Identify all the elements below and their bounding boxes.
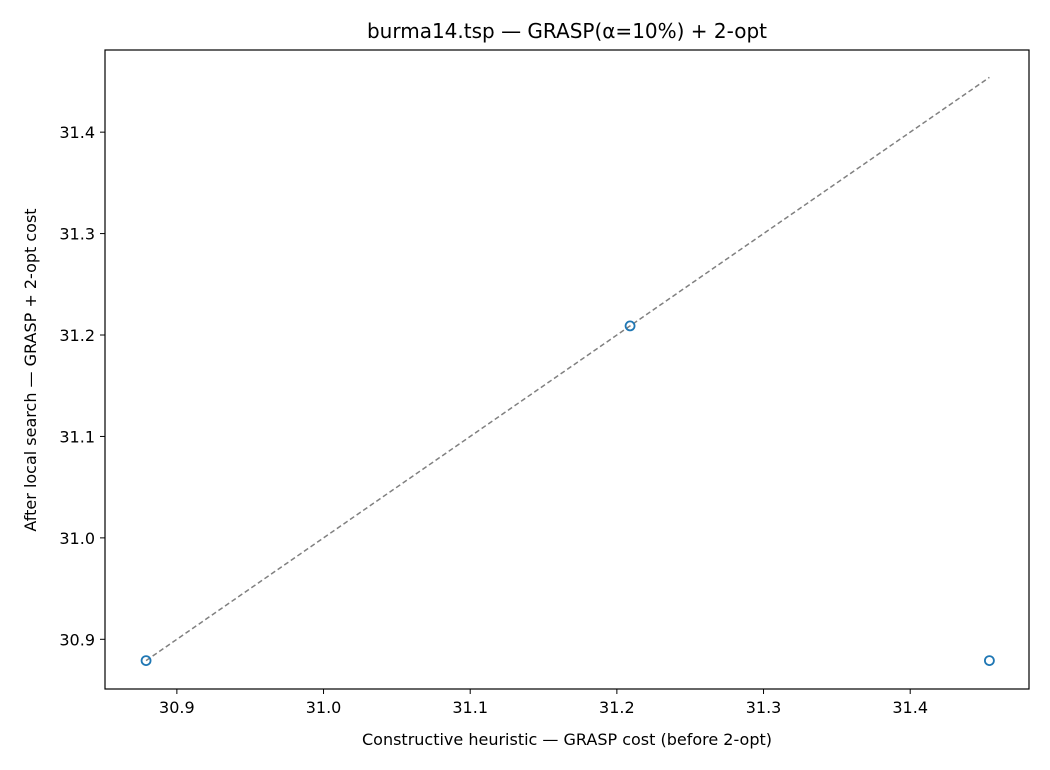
data-point <box>624 320 636 332</box>
axes-frame <box>104 49 1030 690</box>
y-tick-label: 31.3 <box>59 225 95 244</box>
x-tick-label: 31.2 <box>599 698 635 717</box>
data-point <box>140 655 152 666</box>
x-tick-label: 31.3 <box>746 698 782 717</box>
reference-line <box>145 76 990 662</box>
x-tick-label: 31.4 <box>892 698 928 717</box>
y-tick-label: 31.4 <box>59 123 95 142</box>
x-tick-label: 30.9 <box>159 698 195 717</box>
y-tick-label: 31.1 <box>59 427 95 446</box>
y-tick-label: 30.9 <box>59 630 95 649</box>
x-axis: 30.9 31.0 31.1 31.2 31.3 31.4 <box>159 689 928 717</box>
x-tick-label: 31.1 <box>452 698 488 717</box>
y-tick-label: 31.2 <box>59 326 95 345</box>
x-axis-label: Constructive heuristic — GRASP cost (bef… <box>362 730 772 749</box>
chart-title: burma14.tsp — GRASP(α=10%) + 2-opt <box>367 19 767 43</box>
y-axis-label: After local search — GRASP + 2-opt cost <box>21 208 40 531</box>
x-tick-label: 31.0 <box>306 698 342 717</box>
plot-area <box>104 49 1030 690</box>
y-tick-label: 31.0 <box>59 529 95 548</box>
data-point <box>984 655 995 666</box>
y-axis: 30.9 31.0 31.1 31.2 31.3 31.4 <box>59 123 105 649</box>
